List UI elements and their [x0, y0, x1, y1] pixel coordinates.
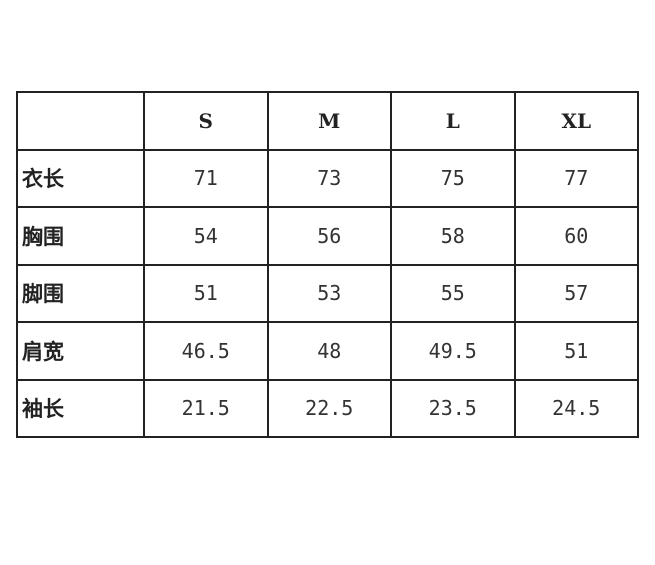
table-row: 衣长 71 73 75 77 — [16, 148, 639, 208]
table-cell: 21.5 — [143, 378, 269, 438]
table-cell: 23.5 — [390, 378, 516, 438]
table-cell: 24.5 — [513, 378, 639, 438]
header-cell: XL — [513, 91, 639, 151]
table-cell: 56 — [266, 206, 392, 266]
corner-cell — [16, 91, 145, 151]
table-cell: 55 — [390, 263, 516, 323]
row-label: 衣长 — [16, 148, 145, 208]
table-row: 胸围 54 56 58 60 — [16, 206, 639, 266]
table-cell: 49.5 — [390, 321, 516, 381]
row-label: 肩宽 — [16, 321, 145, 381]
table-cell: 46.5 — [143, 321, 269, 381]
header-cell: M — [266, 91, 392, 151]
table-row: 肩宽 46.5 48 49.5 51 — [16, 321, 639, 381]
table-cell: 48 — [266, 321, 392, 381]
table-cell: 73 — [266, 148, 392, 208]
table-cell: 22.5 — [266, 378, 392, 438]
header-row: S M L XL — [16, 91, 639, 151]
row-label: 胸围 — [16, 206, 145, 266]
table-cell: 77 — [513, 148, 639, 208]
table-cell: 53 — [266, 263, 392, 323]
table-cell: 54 — [143, 206, 269, 266]
table-cell: 51 — [143, 263, 269, 323]
table-cell: 75 — [390, 148, 516, 208]
table-cell: 58 — [390, 206, 516, 266]
table-cell: 60 — [513, 206, 639, 266]
row-label: 袖长 — [16, 378, 145, 438]
table-cell: 71 — [143, 148, 269, 208]
table-cell: 51 — [513, 321, 639, 381]
row-label: 脚围 — [16, 263, 145, 323]
table-row: 脚围 51 53 55 57 — [16, 263, 639, 323]
header-cell: S — [143, 91, 269, 151]
header-cell: L — [390, 91, 516, 151]
table-cell: 57 — [513, 263, 639, 323]
size-chart-table: S M L XL 衣长 71 73 75 77 胸围 54 56 58 60 脚… — [16, 91, 639, 438]
table-row: 袖长 21.5 22.5 23.5 24.5 — [16, 378, 639, 438]
